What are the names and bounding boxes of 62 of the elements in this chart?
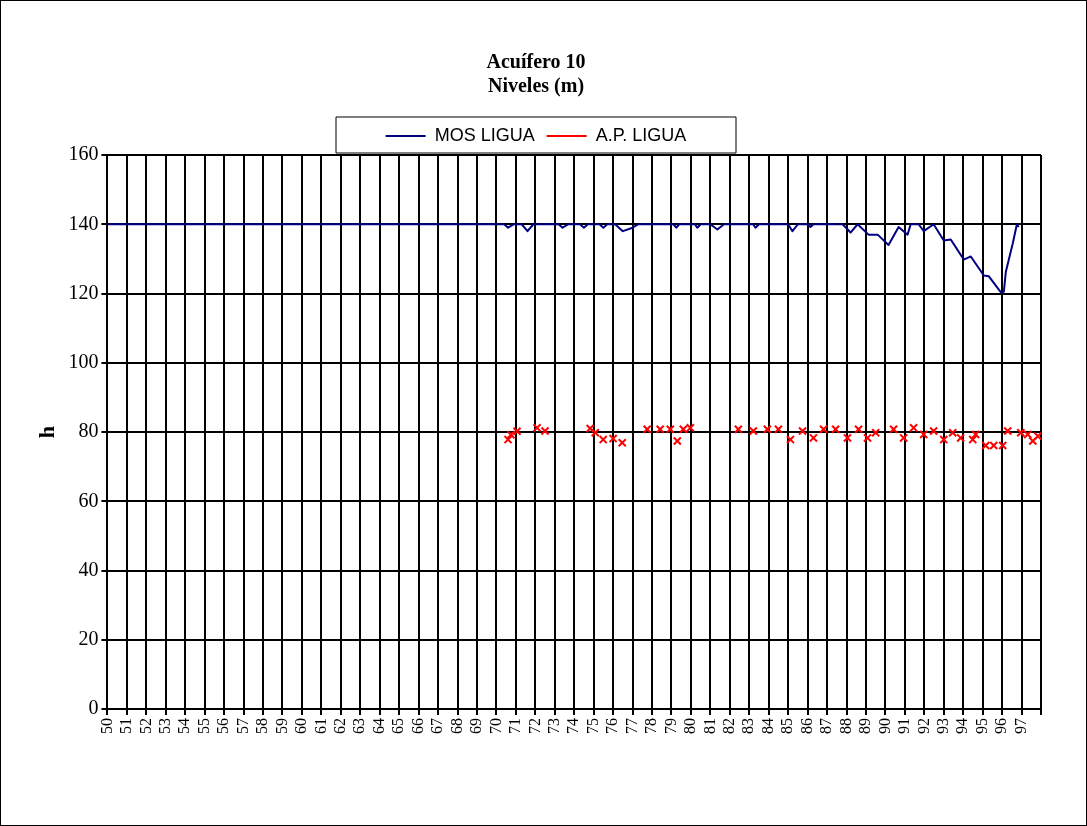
x-tick-label: 84 — [758, 718, 776, 734]
x-tick-label: 90 — [875, 718, 893, 734]
x-tick-label: 80 — [681, 718, 699, 734]
y-tick-label: 40 — [78, 557, 99, 580]
y-tick-label: 0 — [88, 696, 99, 719]
x-tick-label: 86 — [797, 718, 815, 734]
x-tick-label: 68 — [447, 718, 465, 734]
y-tick-label: 20 — [78, 627, 99, 649]
y-axis-title: h — [33, 425, 59, 439]
x-tick-label: 92 — [914, 718, 932, 734]
x-tick-label: 87 — [817, 718, 835, 734]
x-tick-label: 89 — [856, 718, 874, 734]
x-tick-label: 94 — [953, 718, 971, 734]
x-tick-label: 50 — [97, 718, 115, 734]
x-tick-label: 83 — [739, 718, 757, 734]
x-tick-label: 64 — [369, 718, 387, 734]
x-tick-label: 88 — [836, 718, 854, 734]
x-tick-label: 52 — [136, 718, 154, 734]
y-tick-label: 160 — [68, 142, 99, 165]
x-tick-label: 97 — [1011, 718, 1029, 734]
x-tick-label: 75 — [583, 718, 601, 734]
x-tick-label: 91 — [895, 718, 913, 734]
text: Niveles (m) — [487, 74, 585, 97]
x-tick-label: 63 — [350, 718, 368, 734]
y-tick-label: 140 — [68, 211, 99, 234]
x-tick-label: 70 — [486, 718, 504, 734]
x-tick-label: 81 — [700, 718, 718, 734]
x-tick-label: 78 — [642, 718, 660, 734]
x-tick-label: 60 — [292, 718, 310, 734]
x-tick-label: 69 — [467, 718, 485, 734]
x-tick-label: 73 — [544, 718, 562, 734]
y-tick-label: 100 — [68, 350, 99, 372]
x-tick-label: 72 — [525, 718, 543, 734]
x-tick-label: 59 — [272, 718, 290, 734]
legend-label: MOS LIGUA — [434, 124, 535, 145]
x-tick-label: 66 — [408, 718, 426, 734]
x-tick-label: 96 — [992, 718, 1010, 734]
y-tick-label: 60 — [78, 488, 99, 511]
text: Acuífero 10 — [486, 50, 586, 73]
y-tick-label: 80 — [78, 419, 99, 442]
x-tick-label: 77 — [622, 718, 640, 734]
legend-label: A.P. LIGUA — [595, 124, 687, 145]
x-tick-label: 65 — [389, 718, 407, 734]
x-tick-label: 53 — [155, 718, 173, 734]
x-tick-label: 71 — [506, 718, 524, 734]
x-tick-label: 74 — [564, 718, 582, 734]
x-tick-label: 51 — [117, 718, 135, 734]
y-tick-label: 120 — [68, 280, 99, 303]
x-tick-label: 79 — [661, 718, 679, 734]
x-tick-label: 54 — [175, 718, 193, 734]
x-tick-label: 82 — [720, 718, 737, 734]
x-tick-label: 56 — [214, 718, 232, 734]
x-tick-label: 76 — [603, 718, 621, 734]
x-tick-label: 55 — [194, 718, 212, 734]
x-tick-label: 67 — [428, 718, 446, 734]
x-tick-label: 95 — [972, 718, 990, 734]
x-tick-label: 61 — [311, 718, 329, 734]
x-tick-label: 93 — [933, 718, 951, 734]
x-tick-label: 58 — [253, 718, 271, 734]
x-tick-label: 85 — [778, 718, 796, 734]
x-tick-label: 62 — [331, 718, 348, 734]
x-tick-label: 57 — [233, 718, 251, 734]
